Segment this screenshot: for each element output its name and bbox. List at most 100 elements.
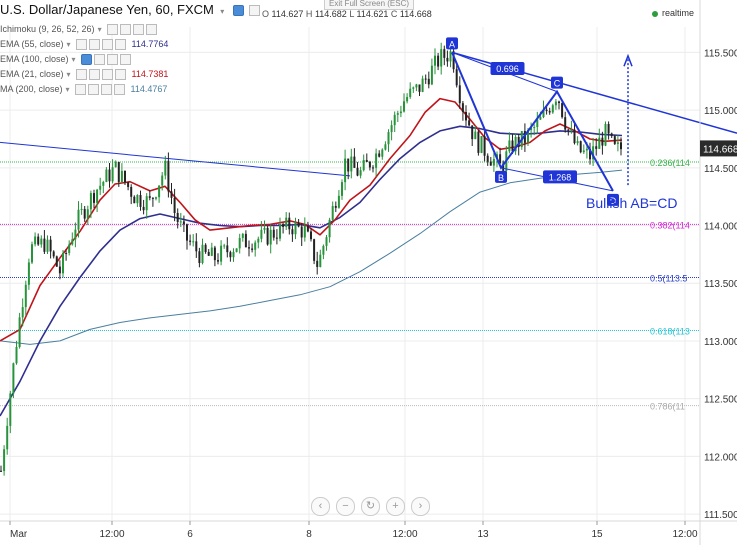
candle-body [238, 237, 241, 249]
indicator-row[interactable]: MA (200, close) ▾ 114.4767 [0, 83, 168, 96]
candle-body [492, 159, 495, 166]
candle-body [210, 247, 213, 256]
eye-icon[interactable] [74, 84, 86, 96]
chevron-down-icon[interactable]: ▾ [66, 40, 71, 49]
candle-body [77, 209, 80, 230]
time-axis: Mar 12:00 6 8 12:00 13 15 12:00 [0, 520, 737, 540]
delete-icon[interactable] [100, 84, 112, 96]
point-label-box [551, 76, 563, 89]
candle-body [406, 97, 409, 102]
close-icon[interactable] [145, 24, 157, 36]
close-icon[interactable] [119, 54, 131, 66]
settings-icon[interactable] [87, 84, 99, 96]
symbol-title[interactable]: U.S. Dollar/Japanese Yen, 60, FXCM [0, 2, 214, 17]
indicator-row[interactable]: Ichimoku (9, 26, 52, 26) ▾ [0, 23, 157, 36]
candle-body [434, 55, 436, 66]
indicator-row[interactable]: EMA (21, close) ▾ 114.7381 [0, 68, 168, 81]
candle-body [46, 239, 49, 252]
scroll-left-icon[interactable]: ‹ [311, 497, 330, 516]
reset-icon[interactable]: ↻ [361, 497, 380, 516]
settings-icon[interactable] [93, 54, 105, 66]
settings-icon[interactable] [119, 24, 131, 36]
delete-icon[interactable] [101, 39, 113, 51]
close-icon[interactable] [113, 84, 125, 96]
price-tick-label: 112.000 [704, 452, 737, 463]
eye-icon[interactable] [75, 69, 87, 81]
settings-icon[interactable] [88, 69, 100, 81]
candle-body [114, 161, 117, 168]
candle-body [189, 240, 192, 242]
ratio-bd: 1.268 [549, 172, 572, 182]
eye-icon[interactable] [75, 39, 87, 51]
delete-icon[interactable] [106, 54, 118, 66]
eye-icon[interactable] [80, 54, 92, 66]
chevron-down-icon[interactable]: ▾ [65, 85, 70, 94]
price-tick-label: 113.000 [704, 337, 737, 348]
candle-body [3, 449, 6, 471]
compare-icon[interactable] [248, 5, 260, 17]
candle-body [576, 141, 579, 144]
scroll-right-icon[interactable]: › [411, 497, 430, 516]
status-dot-icon [652, 10, 658, 17]
price-tick-label: 113.500 [704, 279, 737, 290]
candle-body [582, 150, 585, 153]
last-price-badge [700, 140, 737, 157]
candle-body [570, 129, 573, 131]
candle-body [136, 195, 139, 204]
ohlc-open: 114.627 [271, 9, 304, 19]
chevron-down-icon[interactable]: ▾ [71, 55, 76, 64]
close-icon[interactable] [114, 39, 126, 51]
candle-body [421, 78, 424, 92]
candle-body [58, 266, 61, 274]
exit-fullscreen-button[interactable]: Exit Full Screen (ESC) [324, 0, 415, 10]
chevron-down-icon[interactable]: ▾ [66, 70, 71, 79]
candle-body [554, 101, 557, 106]
candle-body [474, 131, 477, 140]
realtime-indicator: realtime [652, 8, 694, 18]
candle-body [409, 88, 412, 98]
delete-icon[interactable] [132, 24, 144, 36]
fibonacci-levels: 0.236(114 0.382(114 0.5(113.5 0.618(113 0.78… [0, 158, 700, 412]
chart-header: U.S. Dollar/Japanese Yen, 60, FXCM ▾ [0, 2, 260, 17]
candle-body [117, 161, 120, 182]
candle-body [579, 141, 582, 153]
candle-body [241, 233, 244, 238]
candle-body [151, 197, 154, 199]
point-label-a: A [449, 39, 455, 49]
indicator-label: Ichimoku (9, 26, 52, 26) [0, 24, 95, 34]
zoom-in-icon[interactable]: + [386, 497, 405, 516]
candle-body [601, 137, 604, 146]
eye-icon[interactable] [106, 24, 118, 36]
candle-body [263, 227, 266, 230]
indicator-row[interactable]: EMA (100, close) ▾ [0, 53, 131, 66]
indicator-value: 114.4767 [130, 84, 168, 94]
close-icon[interactable] [114, 69, 126, 81]
candle-body [229, 252, 232, 258]
long-trendline [0, 141, 351, 177]
point-label-box [495, 170, 507, 183]
settings-icon[interactable] [232, 5, 244, 17]
candle-body [43, 238, 46, 252]
candle-body [328, 219, 331, 238]
candle-body [424, 78, 427, 80]
candle-body [9, 393, 12, 426]
indicator-row[interactable]: EMA (55, close) ▾ 114.7764 [0, 38, 168, 51]
candle-body [232, 251, 235, 258]
candle-body [399, 111, 402, 114]
zoom-out-icon[interactable]: − [336, 497, 355, 516]
ohlc-open-label: O [262, 9, 270, 19]
candle-body [489, 161, 492, 166]
candle-body [272, 229, 275, 238]
chevron-down-icon[interactable]: ▾ [97, 25, 102, 34]
candle-body [111, 167, 114, 182]
chevron-down-icon[interactable]: ▾ [220, 7, 225, 16]
candle-body [471, 125, 474, 140]
settings-icon[interactable] [88, 39, 100, 51]
candle-body [55, 256, 58, 267]
ohlc-low-label: L [349, 9, 354, 19]
candle-body [533, 127, 536, 129]
candle-body [592, 146, 595, 160]
candle-body [427, 78, 430, 85]
delete-icon[interactable] [101, 69, 113, 81]
